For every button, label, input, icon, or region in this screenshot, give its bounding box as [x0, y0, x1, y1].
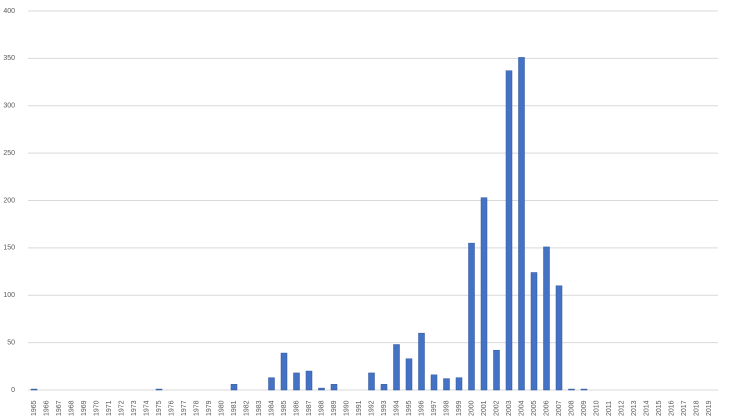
x-tick-label: 1977 [181, 400, 188, 416]
bar [568, 388, 575, 391]
x-tick-label: 2017 [681, 400, 688, 416]
x-tick-label: 1998 [443, 400, 450, 416]
x-tick-label: 2010 [593, 400, 600, 416]
x-tick-label: 1991 [356, 400, 363, 416]
bar [405, 358, 413, 391]
x-tick-label: 2014 [643, 400, 650, 416]
x-tick-label: 1993 [381, 400, 388, 416]
bar [580, 388, 588, 391]
bar [280, 352, 288, 391]
bar [155, 388, 163, 391]
y-tick-label: 300 [3, 103, 15, 110]
x-tick-label: 2007 [556, 400, 563, 416]
x-tick-label: 2006 [543, 400, 550, 416]
bar [418, 332, 425, 391]
x-tick-label: 1967 [56, 400, 63, 416]
y-tick-label: 250 [3, 150, 15, 157]
y-tick-label: 400 [3, 8, 15, 15]
x-tick-label: 1982 [243, 400, 250, 416]
bar [318, 387, 325, 391]
x-tick-label: 2005 [531, 400, 538, 416]
bar [380, 384, 388, 391]
x-tick-label: 2015 [656, 400, 663, 416]
x-tick-label: 2018 [693, 400, 700, 416]
bar [430, 374, 438, 391]
x-tick-label: 2001 [481, 400, 488, 416]
x-tick-label: 1997 [431, 400, 438, 416]
y-tick-label: 350 [3, 55, 15, 62]
x-tick-label: 1972 [118, 400, 125, 416]
x-tick-label: 1978 [193, 400, 200, 416]
x-tick-label: 1970 [93, 400, 100, 416]
x-tick-label: 2019 [706, 400, 713, 416]
bar [468, 242, 475, 391]
bar [293, 372, 300, 391]
x-tick-label: 1989 [331, 400, 338, 416]
y-tick-label: 0 [11, 387, 15, 394]
x-tick-label: 1981 [231, 400, 238, 416]
x-tick-label: 1971 [106, 400, 113, 416]
x-tick-label: 1987 [306, 400, 313, 416]
y-tick-label: 100 [3, 292, 15, 299]
x-tick-label: 2003 [506, 400, 513, 416]
bar [393, 344, 400, 391]
bar [443, 378, 450, 391]
bar [230, 384, 238, 391]
x-tick-label: 1980 [218, 400, 225, 416]
x-tick-label: 1995 [406, 400, 413, 416]
x-tick-label: 1976 [168, 400, 175, 416]
bar [30, 388, 38, 391]
x-tick-label: 1985 [281, 400, 288, 416]
x-tick-label: 1983 [256, 400, 263, 416]
x-tick-label: 2011 [606, 401, 613, 416]
bar [505, 70, 513, 391]
x-tick-label: 2016 [668, 400, 675, 416]
bar [530, 272, 538, 391]
x-tick-label: 1965 [31, 400, 38, 416]
x-tick-label: 1988 [318, 400, 325, 416]
bar [518, 57, 525, 391]
bar [480, 197, 488, 391]
x-tick-label: 1973 [131, 400, 138, 416]
bar [268, 377, 275, 391]
bar [330, 384, 338, 391]
bar [493, 349, 500, 391]
x-tick-label: 1979 [206, 400, 213, 416]
x-tick-label: 1999 [456, 400, 463, 416]
bar [368, 372, 375, 391]
x-tick-label: 1990 [343, 400, 350, 416]
bar [555, 285, 563, 391]
bar [305, 370, 313, 391]
x-tick-label: 1966 [43, 400, 50, 416]
x-tick-label: 1968 [68, 400, 75, 416]
x-tick-label: 2004 [518, 400, 525, 416]
bar [455, 377, 463, 391]
x-tick-label: 1992 [368, 400, 375, 416]
x-tick-label: 1975 [156, 400, 163, 416]
x-tick-label: 1974 [143, 400, 150, 416]
x-tick-label: 2012 [618, 400, 625, 416]
bar [543, 246, 550, 391]
x-tick-label: 2013 [631, 400, 638, 416]
x-tick-label: 1994 [393, 400, 400, 416]
y-tick-label: 200 [3, 197, 15, 204]
y-tick-label: 150 [3, 245, 15, 252]
x-tick-label: 2009 [581, 400, 588, 416]
x-tick-label: 1969 [81, 400, 88, 416]
x-tick-label: 2008 [568, 400, 575, 416]
y-tick-label: 50 [7, 339, 15, 346]
x-tick-label: 1986 [293, 400, 300, 416]
x-tick-label: 1984 [268, 400, 275, 416]
x-tick-label: 2002 [493, 400, 500, 416]
x-tick-label: 1996 [418, 400, 425, 416]
x-tick-label: 2000 [468, 400, 475, 416]
